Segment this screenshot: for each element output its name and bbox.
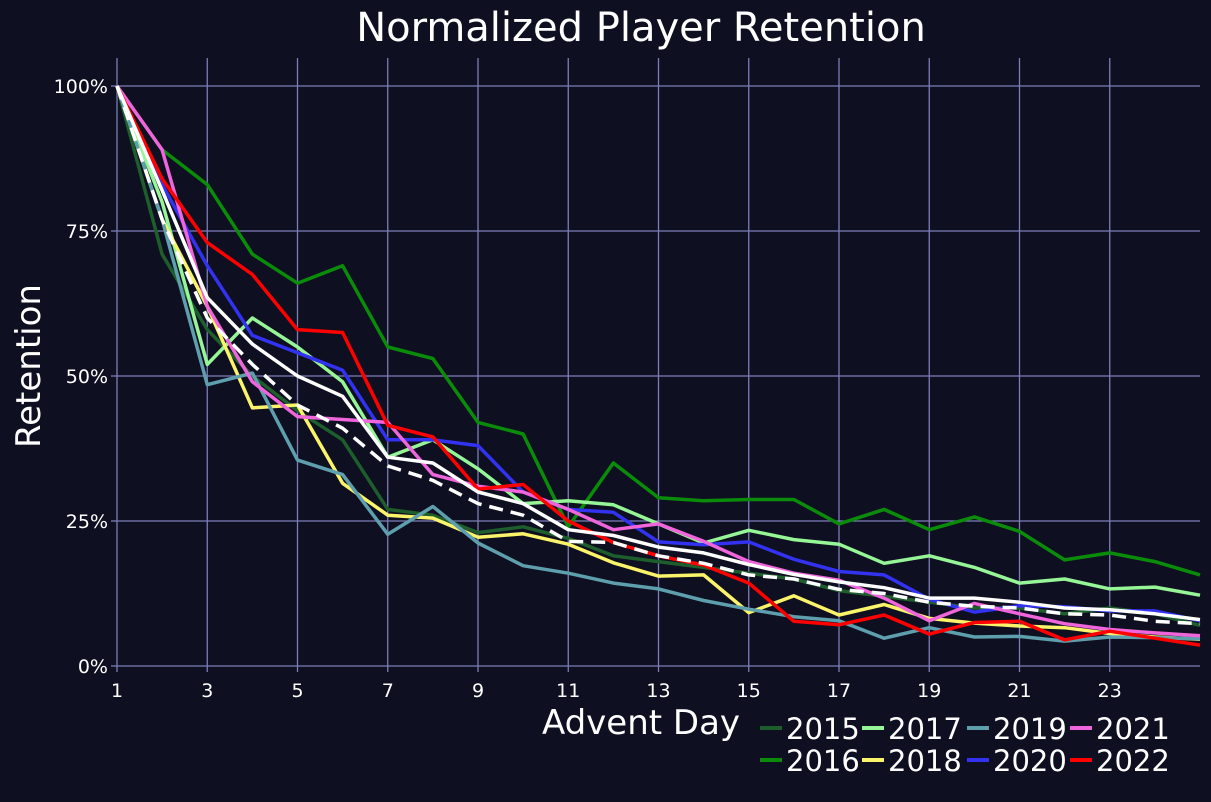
x-tick-label: 13 <box>646 680 670 702</box>
x-axis-label: Advent Day <box>542 703 740 743</box>
legend-label-2020: 2020 <box>993 744 1067 778</box>
x-tick-label: 19 <box>917 680 941 702</box>
y-axis-ticks: 0% 25% 50% 75% 100% <box>54 76 117 678</box>
legend-label-2022: 2022 <box>1096 744 1170 778</box>
legend-label-2018: 2018 <box>888 744 962 778</box>
dashed-white-series-line <box>115 85 1201 626</box>
y-tick-label: 25% <box>66 511 108 533</box>
x-tick-label: 23 <box>1098 680 1122 702</box>
x-tick-label: 17 <box>827 680 851 702</box>
series-line-2016 <box>115 84 1201 577</box>
y-tick-label: 75% <box>66 221 108 243</box>
series-line-2021 <box>115 84 1201 638</box>
legend-label-2021: 2021 <box>1096 712 1170 746</box>
legend-label-2019: 2019 <box>993 712 1067 746</box>
x-tick-label: 11 <box>556 680 580 702</box>
x-tick-label: 15 <box>737 680 761 702</box>
y-axis-label: Retention <box>9 284 49 448</box>
chart-title: Normalized Player Retention <box>356 5 926 51</box>
series-line-2020 <box>115 85 1201 623</box>
y-tick-label: 100% <box>54 76 108 98</box>
solid-white-series-line <box>115 85 1201 622</box>
series-line-2015 <box>115 85 1201 628</box>
x-tick-label: 1 <box>111 680 123 702</box>
x-tick-label: 5 <box>291 680 303 702</box>
y-tick-label: 0% <box>78 656 108 678</box>
x-tick-label: 7 <box>382 680 394 702</box>
legend-label-2017: 2017 <box>888 712 962 746</box>
y-tick-label: 50% <box>66 366 108 388</box>
x-axis-ticks: 1 3 5 7 9 11 13 15 17 19 21 23 <box>111 666 1122 702</box>
series-line-2019 <box>115 85 1201 643</box>
legend-label-2016: 2016 <box>786 744 860 778</box>
x-tick-label: 9 <box>472 680 484 702</box>
legend-label-2015: 2015 <box>786 712 860 746</box>
x-tick-label: 3 <box>201 680 213 702</box>
series-lines <box>115 84 1201 647</box>
x-tick-label: 21 <box>1007 680 1031 702</box>
